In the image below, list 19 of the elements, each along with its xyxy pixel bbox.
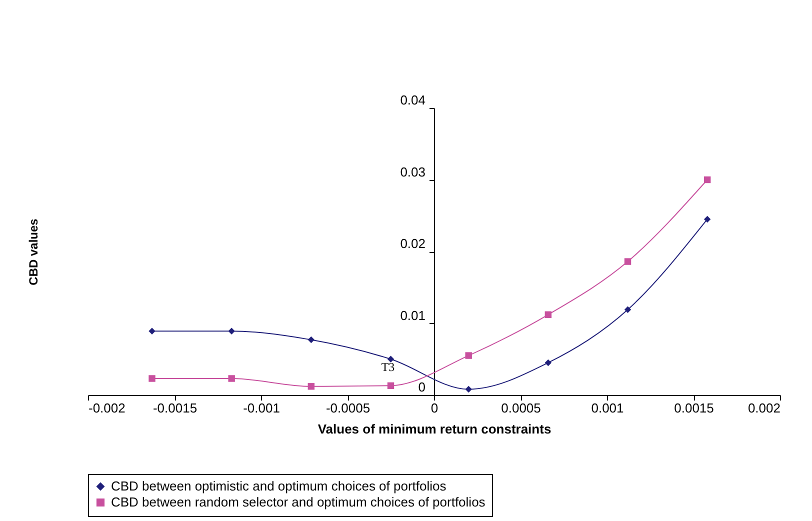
x-tick-label: 0.0005 [501,400,541,416]
x-tick-label: -0.001 [243,400,280,416]
x-tick-label: 0.002 [748,400,780,416]
x-axis-title: Values of minimum return constraints [318,422,552,436]
x-tick-label: -0.002 [88,400,126,416]
legend-label: CBD between random selector and optimum choices of portfolios [111,494,486,510]
y-tick-label: 0 [418,380,426,394]
y-tick-label: 0.04 [400,92,426,108]
y-tick-label: 0.01 [400,308,426,323]
x-tick-label: -0.0005 [326,400,370,416]
x-tick-label: 0.001 [591,400,624,416]
y-tick-label: 0.02 [400,236,426,251]
y-tick-label: 0.03 [400,164,426,180]
legend-label: CBD between optimistic and optimum choices of portfolios [111,478,447,494]
y-axis-title: CBD values [26,218,40,286]
annotation: T3 [381,360,395,374]
x-tick-label: 0 [430,400,438,416]
x-tick-label: -0.0015 [152,400,198,416]
x-tick-label: 0.0015 [674,400,714,416]
